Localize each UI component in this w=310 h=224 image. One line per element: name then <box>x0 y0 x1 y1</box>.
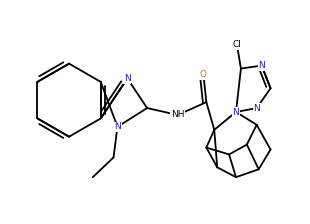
Text: O: O <box>200 70 207 79</box>
Text: N: N <box>232 108 239 116</box>
Text: N: N <box>258 61 265 70</box>
Text: NH: NH <box>171 110 184 119</box>
Text: N: N <box>114 122 121 131</box>
Text: N: N <box>124 74 131 83</box>
Text: N: N <box>253 103 260 112</box>
Text: Cl: Cl <box>232 40 241 49</box>
